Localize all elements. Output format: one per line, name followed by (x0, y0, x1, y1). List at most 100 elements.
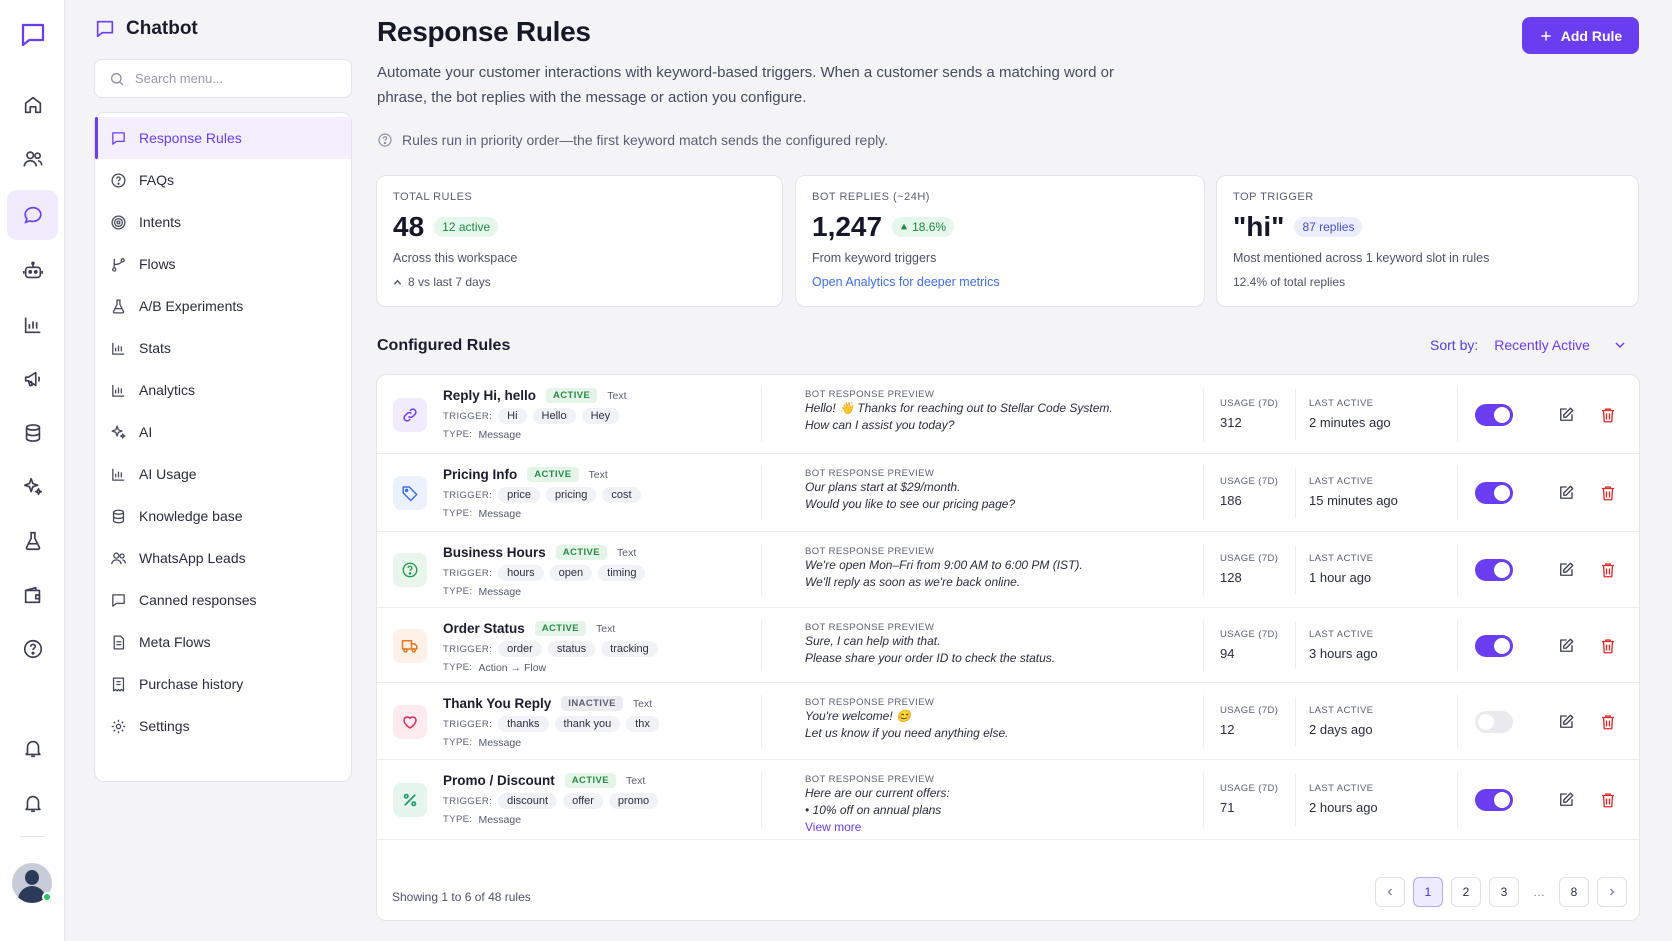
edit-icon[interactable] (1557, 484, 1575, 502)
rule-name[interactable]: Thank You Reply (443, 696, 552, 711)
view-more-link[interactable]: View more (805, 820, 862, 834)
toggle-knob (1494, 562, 1510, 578)
flow-icon (110, 256, 127, 273)
home-icon[interactable] (7, 80, 58, 130)
prev-page-button[interactable] (1375, 877, 1405, 907)
flask-icon[interactable] (7, 516, 58, 566)
open-analytics-link[interactable]: Open Analytics for deeper metrics (812, 275, 1000, 289)
trash-icon[interactable] (1599, 637, 1617, 655)
rule-name[interactable]: Order Status (443, 621, 525, 636)
users-icon (110, 550, 127, 567)
chat-logo-icon[interactable] (18, 20, 48, 50)
bot-response-preview: BOT RESPONSE PREVIEW Here are our current… (805, 774, 1185, 836)
target-icon (110, 214, 127, 231)
stat-subtext: From keyword triggers (812, 251, 937, 265)
add-rule-button[interactable]: Add Rule (1522, 17, 1639, 54)
bot-icon[interactable] (7, 246, 58, 296)
next-page-button[interactable] (1597, 877, 1627, 907)
sidebar-item-meta-flows[interactable]: Meta Flows (95, 621, 351, 663)
edit-icon[interactable] (1557, 713, 1575, 731)
usage-stat: USAGE (7D) 128 (1220, 553, 1278, 585)
rule-toggle[interactable] (1475, 789, 1513, 811)
sidebar-item-intents[interactable]: Intents (95, 201, 351, 243)
sidebar-item-ai-usage[interactable]: AI Usage (95, 453, 351, 495)
arrow-up-icon (900, 223, 908, 230)
trash-icon[interactable] (1599, 791, 1617, 809)
edit-icon[interactable] (1557, 791, 1575, 809)
bar-chart-icon (110, 466, 127, 483)
page-button[interactable]: 2 (1451, 877, 1481, 907)
sidebar-item-knowledge-base[interactable]: Knowledge base (95, 495, 351, 537)
rule-toggle[interactable] (1475, 559, 1513, 581)
gear-icon (110, 718, 127, 735)
bot-response-preview: BOT RESPONSE PREVIEW Sure, I can help wit… (805, 622, 1185, 667)
page-button[interactable]: 8 (1559, 877, 1589, 907)
megaphone-icon[interactable] (7, 354, 58, 404)
trash-icon[interactable] (1599, 561, 1617, 579)
search-input[interactable] (135, 71, 335, 86)
sidebar-item-ai[interactable]: AI (95, 411, 351, 453)
trigger-list: TRIGGER: order status tracking (443, 641, 658, 657)
sparkle-icon[interactable] (7, 462, 58, 512)
rule-title-row: Order Status ACTIVE Text (443, 621, 615, 636)
sidebar-item-faqs[interactable]: FAQs (95, 159, 351, 201)
wallet-icon[interactable] (7, 570, 58, 620)
sidebar-item-label: Stats (139, 340, 171, 356)
divider (761, 772, 762, 828)
divider (1295, 622, 1296, 669)
trash-icon[interactable] (1599, 484, 1617, 502)
notification-bell-icon[interactable] (7, 778, 58, 828)
users-icon[interactable] (7, 134, 58, 184)
trigger-list: TRIGGER: thanks thank you thx (443, 716, 659, 732)
receipt-icon (110, 676, 127, 693)
preview-line: Our plans start at $29/month. (805, 480, 961, 494)
chat-icon[interactable] (7, 190, 58, 240)
rule-kind: Text (607, 389, 627, 402)
page-button[interactable]: 3 (1489, 877, 1519, 907)
bell-icon[interactable] (7, 723, 58, 773)
sidebar-item-flows[interactable]: Flows (95, 243, 351, 285)
rule-name[interactable]: Promo / Discount (443, 773, 555, 788)
page-button[interactable]: 1 (1413, 877, 1443, 907)
sidebar-item-response-rules[interactable]: Response Rules (95, 117, 351, 159)
sidebar-item-a-b-experiments[interactable]: A/B Experiments (95, 285, 351, 327)
search-box[interactable] (94, 59, 352, 98)
divider (1457, 466, 1458, 520)
sidebar-item-whatsapp-leads[interactable]: WhatsApp Leads (95, 537, 351, 579)
help-circle-icon[interactable] (7, 624, 58, 674)
edit-icon[interactable] (1557, 637, 1575, 655)
help-circle-icon (378, 133, 392, 147)
sidebar-item-settings[interactable]: Settings (95, 705, 351, 747)
rule-toggle[interactable] (1475, 482, 1513, 504)
edit-icon[interactable] (1557, 406, 1575, 424)
database-icon[interactable] (7, 408, 58, 458)
bot-response-preview: BOT RESPONSE PREVIEW Our plans start at $… (805, 468, 1185, 513)
trash-icon[interactable] (1599, 713, 1617, 731)
sidebar-item-label: FAQs (139, 172, 175, 188)
rule-name[interactable]: Reply Hi, hello (443, 388, 537, 403)
bar-chart-icon[interactable] (7, 300, 58, 350)
rule-toggle[interactable] (1475, 710, 1513, 733)
flask-icon (110, 298, 127, 315)
sidebar-item-canned-responses[interactable]: Canned responses (95, 579, 351, 621)
sidebar-item-purchase-history[interactable]: Purchase history (95, 663, 351, 705)
bar-chart-icon (110, 340, 127, 357)
rule-toggle[interactable] (1475, 403, 1513, 426)
last-active-label: LAST ACTIVE (1309, 628, 1374, 640)
preview-line: Let us know if you need anything else. (805, 726, 1009, 740)
sidebar-menu: Response Rules FAQs Intents Flows A/B Experi… (94, 112, 352, 782)
trash-icon[interactable] (1599, 406, 1617, 424)
rule-name[interactable]: Business Hours (443, 545, 546, 560)
divider (761, 387, 762, 442)
preview-line: Sure, I can help with that. (805, 634, 941, 648)
trigger-label: TRIGGER: (443, 410, 493, 422)
rule-title-row: Thank You Reply INACTIVE Text (443, 696, 652, 711)
sort-dropdown[interactable]: Sort by: Recently Active (1430, 337, 1628, 353)
sidebar-item-stats[interactable]: Stats (95, 327, 351, 369)
document-icon (110, 634, 127, 651)
rule-toggle[interactable] (1475, 634, 1513, 657)
rule-name[interactable]: Pricing Info (443, 467, 518, 482)
trigger-chip: hours (498, 565, 544, 581)
sidebar-item-analytics[interactable]: Analytics (95, 369, 351, 411)
edit-icon[interactable] (1557, 561, 1575, 579)
